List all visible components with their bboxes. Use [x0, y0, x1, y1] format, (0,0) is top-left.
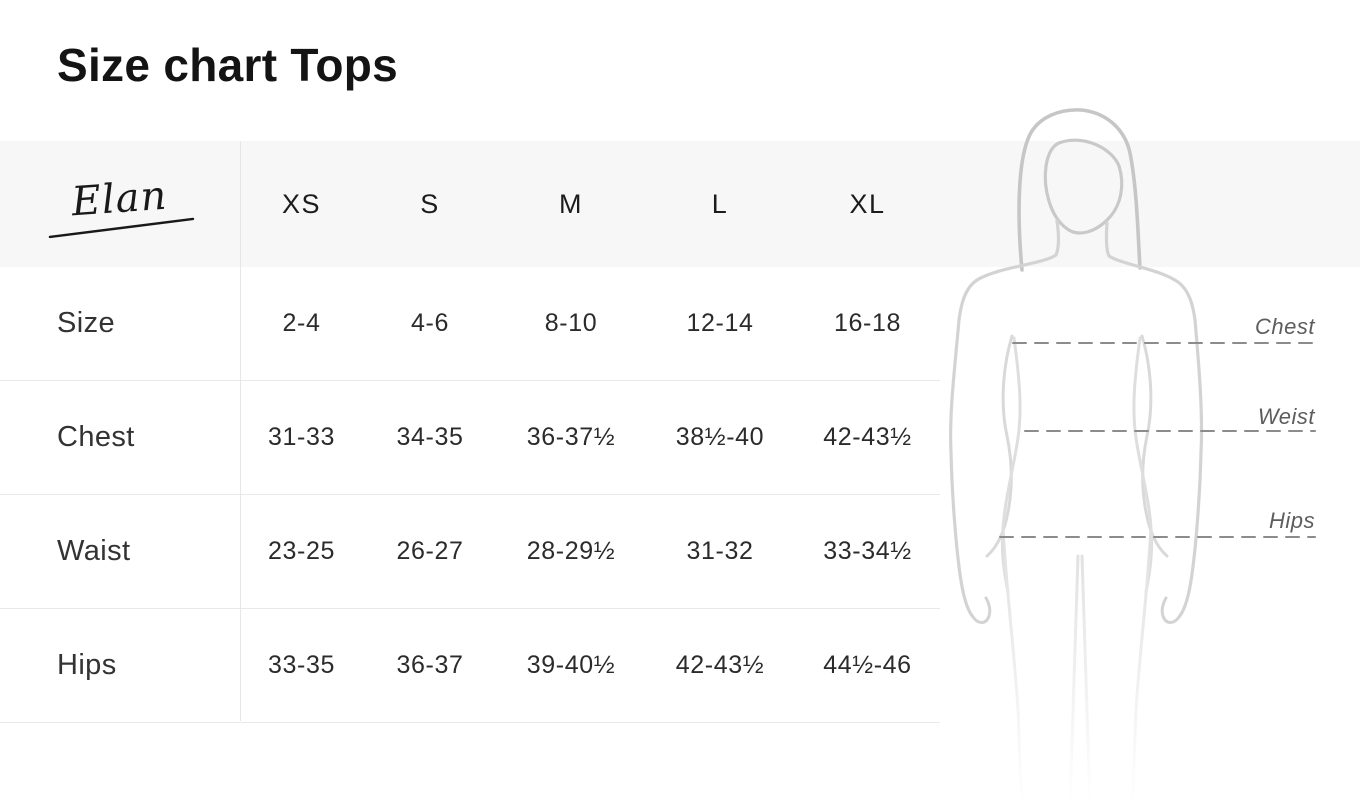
cell-value: 42-43½: [675, 651, 765, 679]
table-row-size: Size 2-4 4-6 8-10 12-14 16-18: [0, 267, 940, 381]
table-row-chest: Chest 31-33 34-35 36-37½ 38½-40 42-43½: [0, 381, 940, 495]
cell-value: 34-35: [396, 423, 464, 451]
cell-value: 28-29½: [526, 537, 616, 565]
brand-cell: Elan: [0, 173, 240, 239]
figure-hair-outline: [1017, 108, 1142, 272]
body-measurement-figure: [949, 108, 1316, 804]
size-table-header-row: Elan XS S M L XL: [0, 141, 940, 267]
waist-measure-label: Weist: [1257, 404, 1315, 429]
cell-value: 4-6: [411, 309, 449, 337]
cell-value: 16-18: [834, 309, 901, 337]
cell-value: 31-32: [686, 537, 754, 565]
figure-left-hand: [971, 596, 992, 624]
figure-right-hand: [1160, 596, 1181, 624]
cell-value: 8-10: [544, 309, 598, 337]
figure-right-leg: [1130, 526, 1153, 804]
brand-logo: Elan: [43, 172, 197, 240]
figure-left-arm-outline: [949, 219, 1060, 619]
page-title: Size chart Tops: [57, 39, 399, 91]
brand-logo-text: Elan: [70, 172, 169, 226]
cell-value: 33-34½: [823, 537, 912, 565]
figure-left-leg: [1001, 526, 1024, 804]
cell-value: 36-37: [396, 651, 464, 679]
figure-left-torso-side: [1000, 336, 1022, 594]
size-header-m: M: [559, 188, 583, 219]
brand-logo-underline: [48, 217, 195, 239]
cell-value: 23-25: [268, 537, 335, 565]
cell-value: 38½-40: [675, 423, 765, 451]
figure-right-arm-outline: [1104, 221, 1204, 619]
size-header-l: L: [711, 188, 729, 219]
figure-inner-leg-left: [1068, 554, 1080, 804]
cell-value: 26-27: [396, 537, 464, 565]
cell-value: 31-33: [268, 423, 335, 451]
figure-face-outline: [1043, 138, 1124, 235]
row-label: Waist: [57, 535, 131, 567]
cell-value: 12-14: [686, 309, 754, 337]
size-table: Elan XS S M L XL Size 2-4 4-6 8-10 12-14…: [0, 141, 940, 723]
size-header-xl: XL: [849, 188, 886, 219]
cell-value: 33-35: [268, 651, 335, 679]
size-header-xs: XS: [281, 188, 322, 219]
table-row-hips: Hips 33-35 36-37 39-40½ 42-43½ 44½-46: [0, 609, 940, 723]
figure-left-inner-arm: [985, 334, 1014, 558]
row-label: Chest: [57, 421, 135, 453]
hips-measure-label: Hips: [1268, 508, 1315, 533]
table-vertical-divider: [240, 141, 241, 721]
size-header-s: S: [420, 188, 440, 219]
row-label: Size: [57, 307, 116, 339]
cell-value: 39-40½: [526, 651, 616, 679]
table-row-waist: Waist 23-25 26-27 28-29½ 31-32 33-34½: [0, 495, 940, 609]
row-label: Hips: [57, 649, 117, 681]
cell-value: 36-37½: [526, 423, 616, 451]
cell-value: 42-43½: [823, 423, 912, 451]
cell-value: 44½-46: [823, 651, 912, 679]
cell-value: 2-4: [282, 309, 321, 337]
chest-measure-label: Chest: [1255, 314, 1315, 339]
figure-right-torso-side: [1132, 336, 1154, 594]
figure-inner-leg-right: [1080, 554, 1092, 804]
